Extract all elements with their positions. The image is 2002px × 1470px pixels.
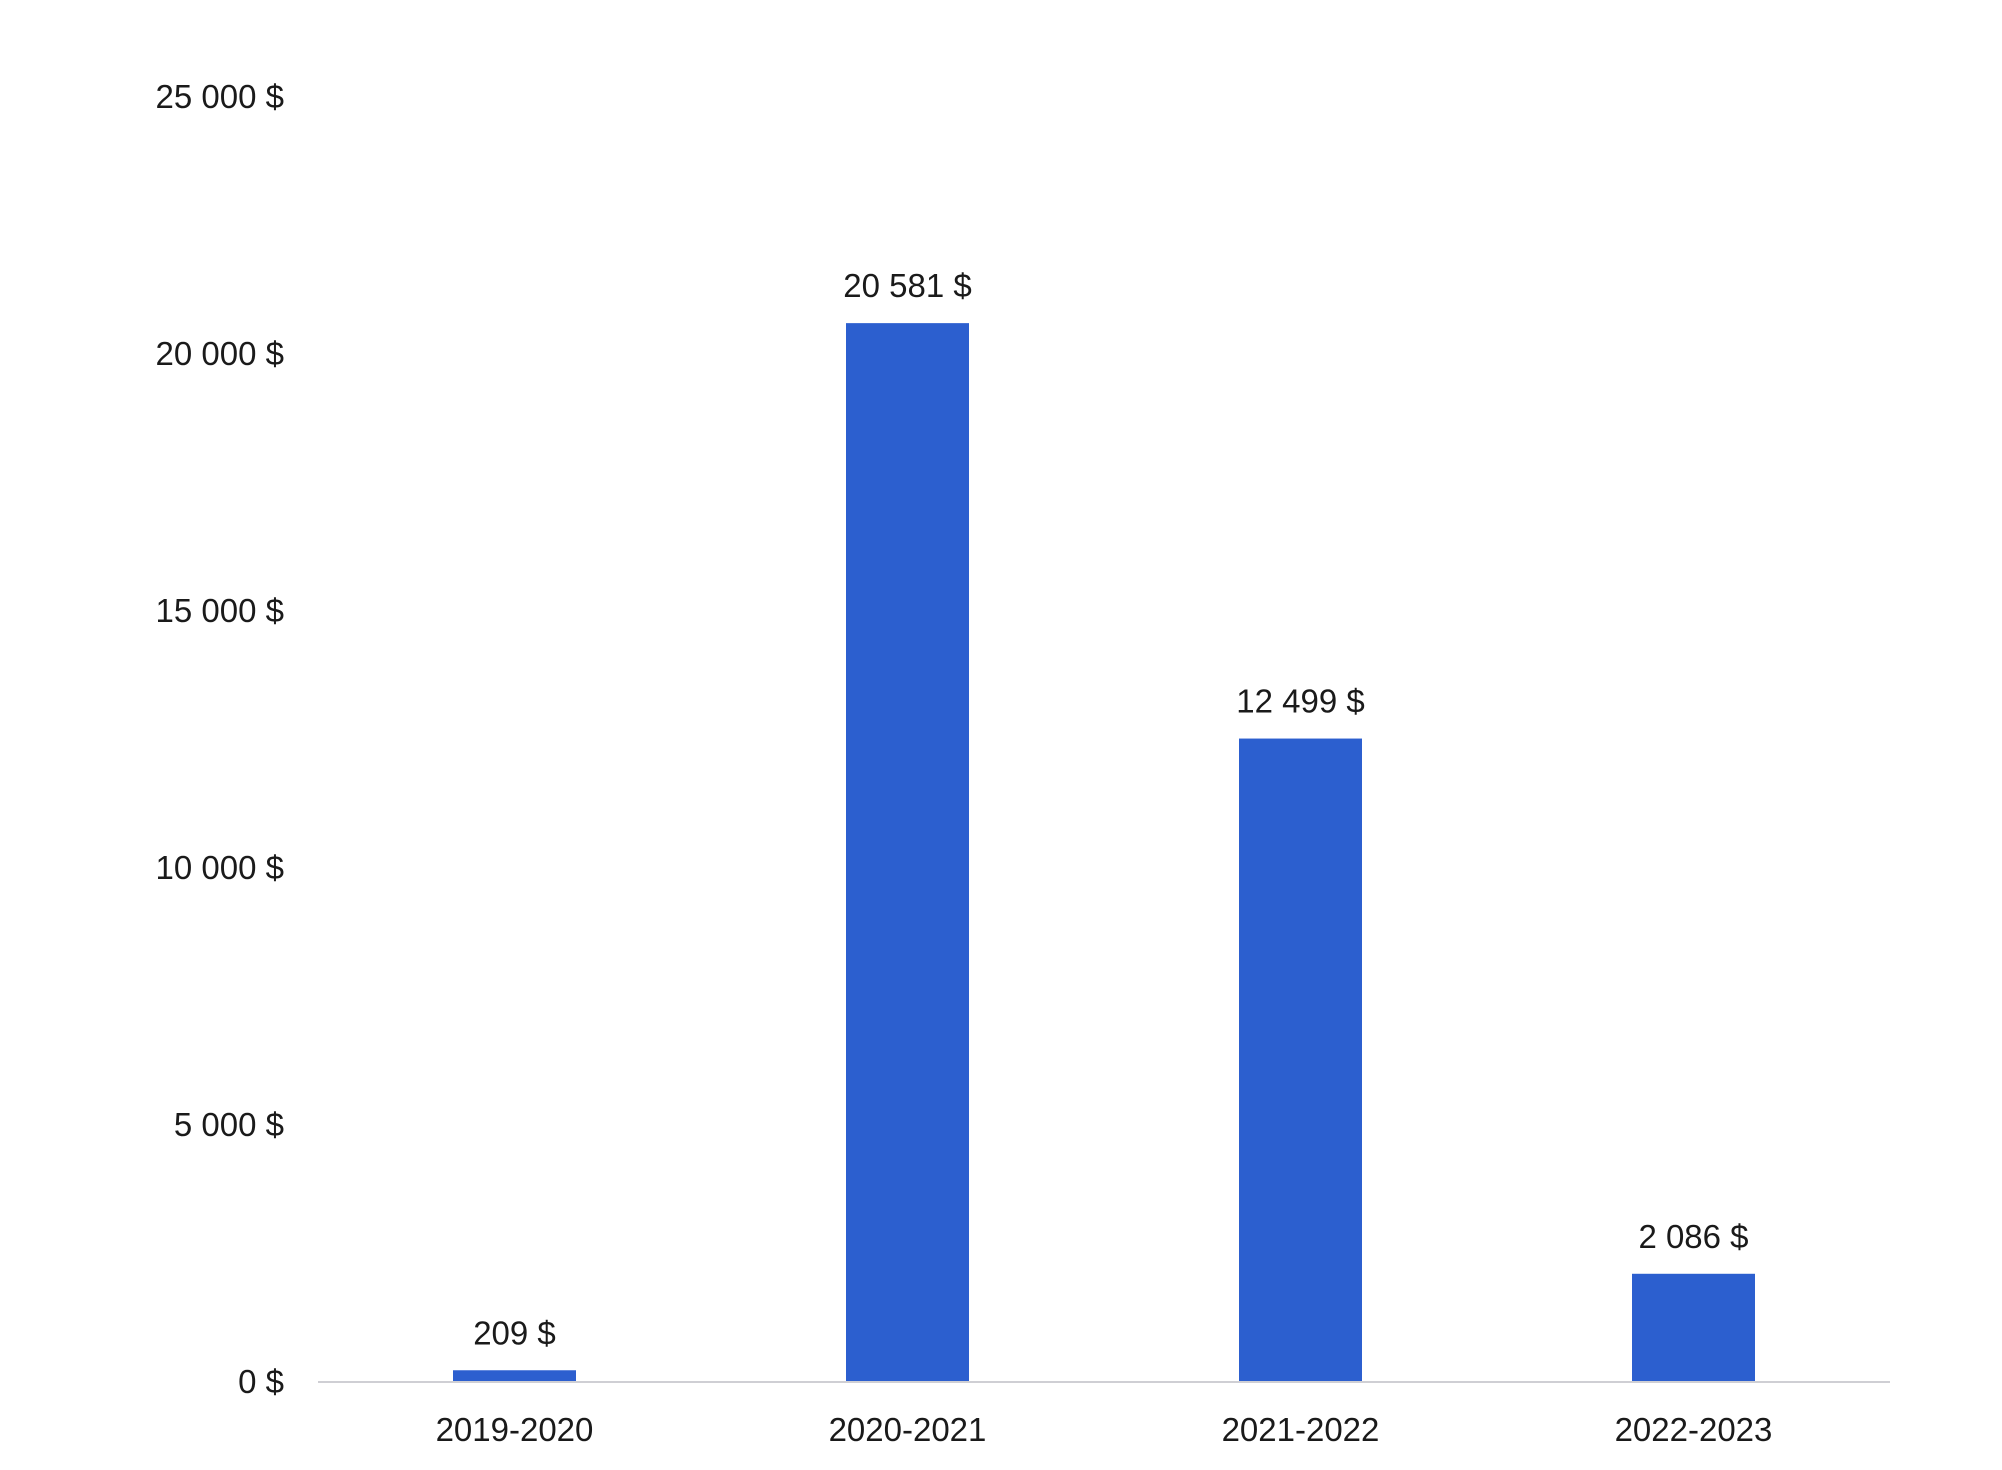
bars-group (453, 323, 1755, 1381)
bar (1632, 1273, 1755, 1381)
x-axis-labels: 2019-2020 2020-2021 2021-2022 2022-2023 (436, 1411, 1773, 1448)
x-tick-label: 2022-2023 (1615, 1411, 1773, 1448)
data-label: 2 086 $ (1638, 1218, 1748, 1255)
x-tick-label: 2020-2021 (829, 1411, 987, 1448)
x-tick-label: 2021-2022 (1222, 1411, 1380, 1448)
x-tick-label: 2019-2020 (436, 1411, 594, 1448)
y-tick-label: 20 000 $ (156, 335, 284, 372)
bar (1239, 738, 1362, 1381)
bar (846, 323, 969, 1381)
y-tick-label: 5 000 $ (174, 1106, 284, 1143)
y-tick-label: 0 $ (238, 1363, 284, 1400)
data-label: 209 $ (473, 1314, 556, 1351)
y-tick-label: 15 000 $ (156, 592, 284, 629)
data-labels-group: 209 $ 20 581 $ 12 499 $ 2 086 $ (473, 267, 1748, 1351)
data-label: 12 499 $ (1236, 683, 1364, 720)
y-axis-ticks: 0 $ 5 000 $ 10 000 $ 15 000 $ 20 000 $ 25 000… (156, 78, 284, 1400)
y-tick-label: 10 000 $ (156, 849, 284, 886)
bar (453, 1370, 576, 1381)
data-label: 20 581 $ (843, 267, 971, 304)
y-tick-label: 25 000 $ (156, 78, 284, 115)
